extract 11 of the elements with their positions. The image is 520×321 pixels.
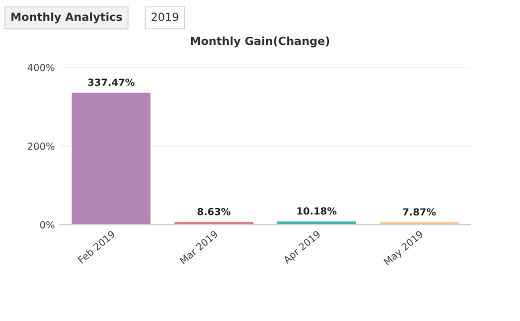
- data-label: 7.87%: [403, 208, 436, 216]
- y-tick-label: 0%: [40, 221, 54, 229]
- data-label: 10.18%: [297, 207, 336, 215]
- text: 2019: [152, 12, 178, 22]
- data-label: 8.63%: [198, 208, 230, 216]
- y-tick-label: 200%: [28, 142, 54, 150]
- chart-title: Monthly Gain(Change): [190, 36, 330, 48]
- text: Monthly Analytics: [11, 12, 122, 24]
- y-tick-label: 400%: [28, 64, 54, 72]
- bar: [70, 91, 152, 225]
- data-label: 337.47%: [88, 78, 134, 86]
